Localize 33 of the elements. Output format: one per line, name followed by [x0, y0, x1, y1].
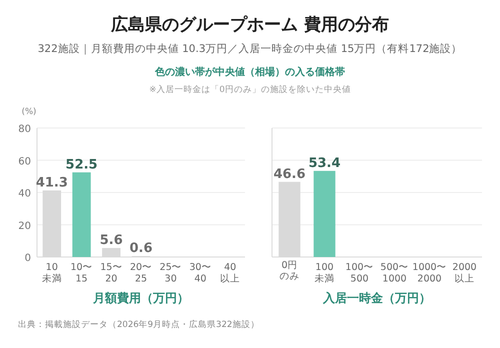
x-tick-label: 100〜 500 [345, 262, 374, 284]
y-tick-label: 20 [18, 220, 31, 232]
data-label: 52.5 [66, 157, 98, 172]
data-label: 41.3 [36, 175, 68, 190]
data-label: 0.6 [129, 241, 153, 256]
x-tick-label: 100 未満 [314, 262, 334, 284]
x-tick-label: 25〜 30 [160, 262, 182, 284]
x-tick-label: 0円のみ [280, 260, 300, 283]
data-label: 46.6 [273, 166, 306, 182]
x-tick-label: 10〜 15 [70, 262, 93, 284]
text: 色の濃い帯が中央値（相場）の入る価格帯 [154, 66, 345, 78]
source-note: 出典：掲載施設データ（2026年9月時点・広島県322施設） [18, 319, 260, 330]
text: ※入居一時金は「0円のみ」の施設を除いた中央値 [149, 84, 351, 95]
bar [72, 172, 91, 257]
data-label: 53.4 [308, 156, 341, 171]
x-tick-label: 10 未満 [42, 262, 62, 284]
y-tick-label: 80 [18, 124, 31, 135]
x-tick-label: 500〜 1000 [380, 262, 409, 284]
y-tick-label: 60 [18, 156, 31, 168]
x-tick-label: 1000〜 2000 [412, 262, 447, 284]
y-tick-label: 40 [18, 188, 31, 200]
x-axis-title: 月額費用（万円） [92, 291, 189, 305]
y-tick-label: 0 [24, 253, 31, 264]
x-tick-label: 30〜 40 [189, 262, 212, 284]
x-tick-label: 20〜 25 [130, 262, 152, 284]
chart-subtitle: 322施設｜月額費用の中央値 10.3万円／入居一時金の中央値 15万円（有料172施設） [38, 42, 462, 55]
chart-title: 広島県のグループホーム 費用の分布 [110, 15, 389, 35]
x-tick-label: 2000 以上 [452, 262, 477, 284]
x-tick-label: 40 以上 [220, 262, 240, 284]
data-label: 5.6 [100, 232, 123, 248]
x-axis-title: 入居一時金（万円） [322, 291, 431, 305]
x-tick-label: 15〜 20 [100, 262, 122, 284]
y-axis-title: (%) [22, 107, 36, 117]
